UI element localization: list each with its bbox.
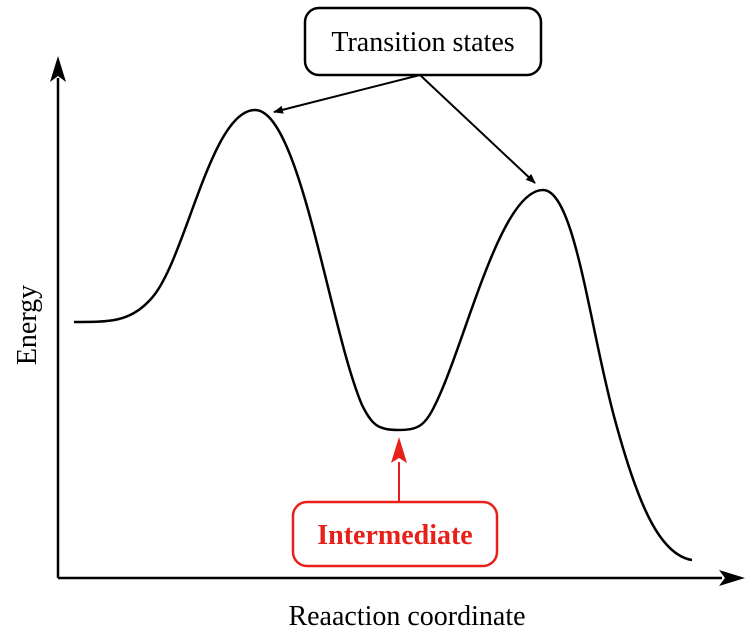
intermediate-label: Intermediate bbox=[317, 520, 473, 551]
x-axis-arrowhead-icon bbox=[719, 570, 745, 586]
y-axis-label: Energy bbox=[12, 285, 43, 365]
transition-states-box bbox=[303, 6, 543, 77]
intermediate-callout: Intermediate bbox=[291, 437, 499, 568]
arrow-to-first-transition-state bbox=[273, 74, 421, 114]
x-axis-label: Reaaction coordinate bbox=[288, 601, 525, 632]
arrow-to-second-transition-state bbox=[419, 74, 536, 184]
intermediate-box bbox=[291, 500, 499, 568]
energy-profile-curve bbox=[73, 108, 693, 562]
intermediate-arrowhead-icon bbox=[391, 437, 407, 463]
x-axis bbox=[58, 570, 745, 586]
y-axis bbox=[50, 56, 66, 578]
y-axis-arrowhead-icon bbox=[50, 56, 66, 82]
transition-states-label: Transition states bbox=[331, 27, 514, 58]
transition-states-callout: Transition states bbox=[273, 6, 543, 184]
